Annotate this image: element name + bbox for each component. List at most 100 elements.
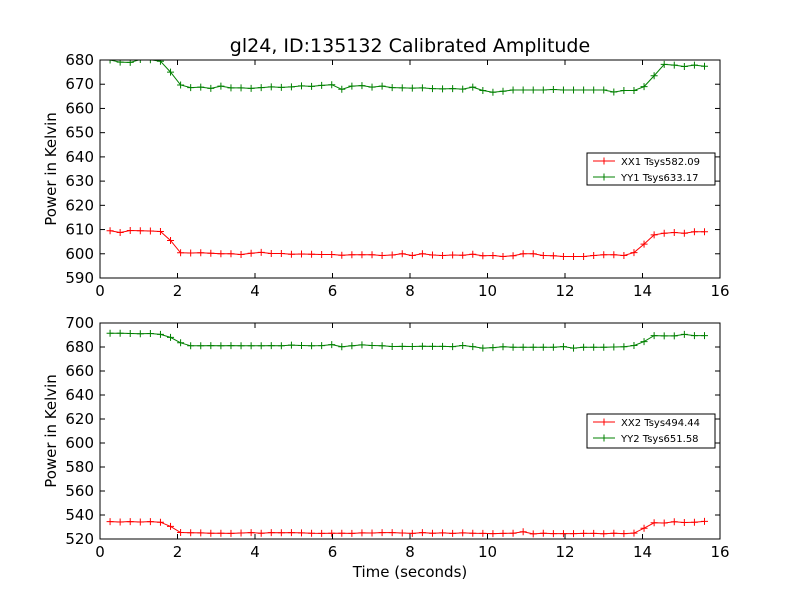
bottom-data-point-0-34 — [449, 529, 457, 537]
bottom-y-tick-label-5: 620 — [65, 410, 94, 428]
top-series-0 — [106, 227, 708, 260]
bottom-x-tick-label-8: 16 — [710, 543, 729, 561]
top-data-point-0-42 — [529, 250, 537, 258]
top-data-point-0-46 — [570, 252, 578, 260]
bottom-data-point-1-9 — [197, 342, 205, 350]
top-data-point-0-17 — [277, 250, 285, 258]
top-x-tick-label-5: 10 — [478, 282, 497, 300]
top-data-point-1-21 — [318, 81, 326, 89]
top-data-point-0-47 — [580, 252, 588, 260]
top-data-point-1-48 — [590, 86, 598, 94]
top-data-point-0-34 — [449, 251, 457, 259]
bottom-y-tick-label-2: 560 — [65, 482, 94, 500]
top-y-tick-label-9: 680 — [65, 51, 94, 69]
top-data-point-0-51 — [620, 251, 628, 259]
top-data-point-1-9 — [197, 83, 205, 91]
top-data-point-0-44 — [549, 252, 557, 260]
top-data-point-0-24 — [348, 251, 356, 259]
bottom-y-tick-label-7: 660 — [65, 362, 94, 380]
top-data-point-1-39 — [499, 87, 507, 95]
top-data-point-1-24 — [348, 82, 356, 90]
top-data-point-0-21 — [318, 251, 326, 259]
top-data-point-1-51 — [620, 87, 628, 95]
bottom-data-point-0-36 — [469, 529, 477, 537]
bottom-data-point-0-51 — [620, 530, 628, 538]
bottom-data-point-1-58 — [690, 332, 698, 340]
top-data-point-1-57 — [680, 63, 688, 71]
bottom-data-point-1-19 — [298, 341, 305, 349]
bottom-data-point-1-37 — [479, 344, 487, 352]
top-data-point-1-52 — [630, 87, 638, 95]
bottom-data-point-1-6 — [167, 333, 175, 341]
top-data-point-1-46 — [570, 86, 578, 94]
bottom-data-point-0-50 — [610, 529, 618, 537]
bottom-data-point-0-35 — [459, 529, 467, 537]
bottom-data-point-0-47 — [580, 529, 588, 537]
top-legend-marker-1 — [600, 173, 608, 181]
bottom-data-point-0-29 — [398, 529, 406, 537]
bottom-data-point-1-34 — [449, 343, 457, 351]
bottom-data-point-0-42 — [529, 530, 537, 538]
bottom-data-point-1-12 — [227, 342, 235, 350]
top-data-point-1-37 — [479, 87, 487, 95]
bottom-data-point-1-49 — [600, 343, 608, 351]
bottom-x-tick-label-1: 2 — [173, 543, 183, 561]
bottom-data-point-1-57 — [680, 330, 688, 338]
bottom-x-tick-label-3: 6 — [328, 543, 338, 561]
top-data-point-1-41 — [519, 86, 527, 94]
top-data-point-0-57 — [680, 229, 688, 237]
top-data-point-0-22 — [328, 251, 336, 259]
top-data-point-0-4 — [146, 227, 154, 235]
top-data-point-1-10 — [207, 84, 215, 92]
top-data-point-0-14 — [247, 249, 255, 257]
top-data-point-0-49 — [600, 251, 608, 259]
top-data-point-1-36 — [469, 83, 477, 91]
top-y-tick-label-1: 600 — [65, 245, 94, 263]
top-data-point-0-25 — [358, 251, 366, 259]
top-data-point-0-50 — [610, 251, 618, 259]
bottom-data-point-0-58 — [690, 518, 698, 526]
bottom-data-point-1-1 — [116, 329, 124, 337]
top-data-point-0-40 — [509, 252, 517, 260]
bottom-data-point-0-20 — [308, 529, 316, 537]
bottom-data-point-1-14 — [247, 342, 255, 350]
top-data-point-1-44 — [549, 86, 557, 94]
top-data-point-1-59 — [701, 62, 708, 70]
top-data-point-1-22 — [328, 81, 336, 89]
top-data-point-1-58 — [690, 61, 698, 69]
top-data-point-1-19 — [298, 82, 305, 90]
bottom-data-point-0-19 — [298, 529, 305, 537]
bottom-data-point-1-42 — [529, 343, 537, 351]
top-data-point-1-54 — [650, 72, 658, 80]
top-data-point-0-43 — [539, 251, 547, 259]
top-data-point-1-3 — [136, 60, 144, 64]
bottom-legend-label-1: YY2 Tsys651.58 — [620, 434, 699, 445]
bottom-data-point-1-2 — [126, 329, 134, 337]
top-data-point-0-58 — [690, 228, 698, 236]
top-data-point-1-7 — [177, 81, 185, 89]
bottom-data-point-0-49 — [600, 530, 608, 538]
bottom-data-point-0-1 — [116, 518, 124, 526]
top-y-tick-label-8: 670 — [65, 75, 94, 93]
top-data-point-1-28 — [388, 84, 396, 92]
bottom-data-point-0-54 — [650, 519, 658, 527]
top-data-point-0-53 — [640, 240, 648, 248]
top-data-point-1-6 — [167, 68, 175, 76]
bottom-data-point-1-56 — [670, 332, 678, 340]
bottom-x-tick-label-4: 8 — [405, 543, 415, 561]
bottom-data-point-0-57 — [680, 518, 688, 526]
bottom-data-point-0-9 — [197, 529, 205, 537]
top-data-point-1-47 — [580, 86, 588, 94]
top-data-point-0-29 — [398, 250, 406, 258]
top-data-point-1-23 — [338, 85, 346, 93]
bottom-data-point-0-6 — [167, 522, 175, 530]
top-data-point-0-10 — [207, 249, 215, 257]
bottom-data-point-1-3 — [136, 330, 144, 338]
top-legend-label-1: YY1 Tsys633.17 — [620, 173, 699, 184]
bottom-series-1 — [106, 329, 708, 352]
top-legend-box — [586, 152, 716, 186]
bottom-data-point-0-0 — [106, 518, 114, 526]
bottom-data-point-1-51 — [620, 343, 628, 351]
top-data-point-0-1 — [116, 228, 124, 236]
top-data-point-1-43 — [539, 86, 547, 94]
